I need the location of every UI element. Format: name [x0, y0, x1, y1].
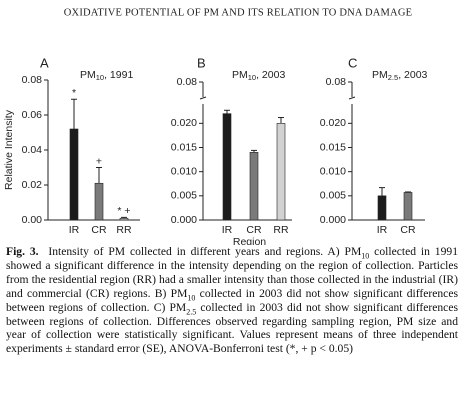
x-tick-label: CR	[246, 224, 262, 236]
caption-subscript: 2.5	[186, 306, 197, 316]
panel-title: PM10, 1991	[80, 69, 133, 82]
x-tick-label: IR	[69, 224, 80, 236]
x-axis-label: Region	[233, 236, 266, 245]
panel-label: C	[348, 55, 357, 70]
y-tick-label: 0.005	[320, 190, 346, 202]
x-tick-label: RR	[116, 224, 132, 236]
bar	[119, 217, 129, 221]
bar	[94, 182, 104, 221]
bar	[377, 195, 387, 221]
y-tick-label: 0.08	[22, 74, 43, 86]
y-tick-label: 0.015	[320, 141, 346, 153]
y-tick-label: 0.000	[171, 214, 197, 226]
y-tick-label: 0.08	[177, 76, 198, 88]
y-tick-label: 0.00	[22, 214, 43, 226]
y-tick-label: 0.015	[171, 141, 197, 153]
axis-break	[199, 96, 207, 100]
title-part: , 2003	[398, 69, 427, 81]
axis-break	[348, 96, 356, 100]
bar	[222, 113, 232, 221]
y-tick-label: 0.020	[171, 117, 197, 129]
bar	[403, 192, 413, 221]
y-tick-label: 0.010	[320, 165, 346, 177]
title-part: PM	[232, 69, 248, 81]
panel-title: PM10, 2003	[232, 69, 285, 82]
caption-text: collected in 2003 did not show significa…	[6, 286, 458, 314]
title-part: PM	[80, 69, 96, 81]
caption-label: Fig. 3.	[6, 245, 39, 258]
caption-subscript: 10	[187, 293, 196, 303]
caption: Fig. 3. Intensity of PM collected in dif…	[6, 245, 458, 356]
y-axis-label: Relative Intensity	[3, 109, 15, 190]
caption-text: collected in 2003 did not show significa…	[6, 300, 458, 356]
y-tick-label: 0.020	[320, 117, 346, 129]
x-tick-label: CR	[400, 224, 416, 236]
caption-text: collected in 1991 showed a significant d…	[6, 245, 458, 300]
y-tick-label: 0.000	[320, 214, 346, 226]
title-part: 10	[248, 73, 256, 82]
significance-mark: *	[72, 87, 76, 99]
y-tick-label: 0.02	[22, 179, 43, 191]
title-part: PM	[372, 69, 388, 81]
title-part: 10	[96, 73, 104, 82]
figure: OXIDATIVE POTENTIAL OF PM AND ITS RELATI…	[3, 7, 428, 245]
title-part: , 2003	[256, 69, 285, 81]
caption-subscript: 10	[361, 251, 370, 261]
bar	[69, 128, 79, 221]
panel-title: PM2.5, 2003	[372, 69, 428, 82]
y-tick-label: 0.06	[22, 109, 43, 121]
y-tick-label: 0.005	[171, 190, 197, 202]
title-part: 2.5	[388, 73, 398, 82]
x-tick-label: CR	[91, 224, 107, 236]
y-tick-label: 0.010	[171, 165, 197, 177]
x-tick-label: IR	[377, 224, 388, 236]
y-tick-label: 0.08	[326, 76, 347, 88]
panel-label: A	[40, 55, 49, 70]
title-part: , 1991	[104, 69, 133, 81]
caption-text: Intensity of PM collected in different y…	[48, 245, 362, 258]
figure-heading: OXIDATIVE POTENTIAL OF PM AND ITS RELATI…	[64, 7, 412, 18]
panel-label: B	[197, 55, 206, 70]
x-tick-label: IR	[222, 224, 233, 236]
y-tick-label: 0.04	[22, 144, 43, 156]
bar	[276, 123, 286, 221]
bar	[249, 152, 259, 221]
x-tick-label: RR	[273, 224, 289, 236]
significance-mark: * +	[117, 205, 130, 217]
significance-mark: +	[96, 155, 102, 167]
